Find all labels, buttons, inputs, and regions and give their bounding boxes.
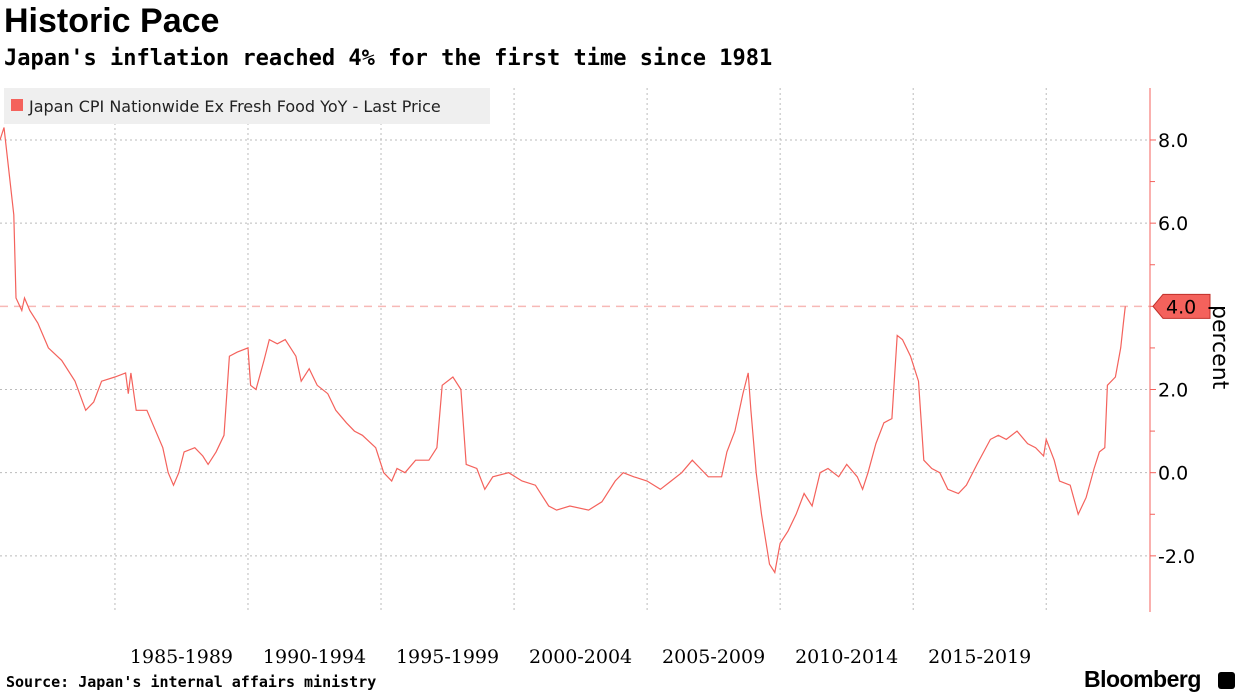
x-tick-label: 2010-2014 bbox=[795, 646, 898, 668]
brand-logo: Bloomberg bbox=[1084, 666, 1201, 692]
x-tick-label: 1990-1994 bbox=[263, 646, 366, 668]
y-tick-label: 2.0 bbox=[1158, 380, 1188, 402]
y-tick-label: 0.0 bbox=[1158, 463, 1188, 485]
y-axis-label: percent bbox=[1207, 305, 1232, 390]
chart-subtitle: Japan's inflation reached 4% for the fir… bbox=[4, 46, 773, 71]
y-tick-label: 6.0 bbox=[1158, 213, 1188, 235]
legend-label: Japan CPI Nationwide Ex Fresh Food YoY -… bbox=[28, 97, 441, 116]
x-tick-label: 2005-2009 bbox=[662, 646, 765, 668]
x-tick-label: 1985-1989 bbox=[130, 646, 233, 668]
last-value-label: 4.0 bbox=[1166, 296, 1196, 318]
y-tick-label: -2.0 bbox=[1158, 546, 1195, 568]
x-tick-label: 2015-2019 bbox=[928, 646, 1031, 668]
last-value-marker bbox=[1152, 293, 1211, 319]
x-tick-label: 2000-2004 bbox=[529, 646, 632, 668]
bloomberg-terminal-icon bbox=[1218, 672, 1235, 689]
series-line bbox=[0, 127, 1126, 575]
chart-title: Historic Pace bbox=[4, 2, 220, 40]
y-tick-label: 8.0 bbox=[1158, 130, 1188, 152]
x-tick-label: 1995-1999 bbox=[396, 646, 499, 668]
legend: Japan CPI Nationwide Ex Fresh Food YoY -… bbox=[4, 88, 490, 124]
legend-swatch bbox=[11, 99, 23, 111]
source-note: Source: Japan's internal affairs ministr… bbox=[6, 673, 377, 691]
